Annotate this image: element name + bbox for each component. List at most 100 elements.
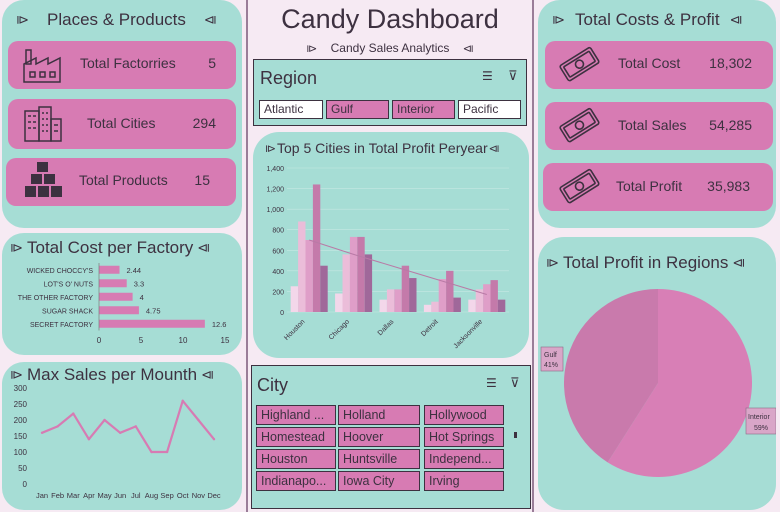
ribbon-left-icon: ⧏ <box>203 12 217 27</box>
sales-point <box>197 418 200 422</box>
gulf-label-name: Gulf <box>544 352 557 359</box>
city-bar <box>364 254 373 312</box>
sales-point <box>87 438 91 441</box>
city-item[interactable]: Hot Springs <box>424 427 504 447</box>
city-label: Jacksonville <box>453 318 485 350</box>
clear-filter-icon[interactable]: ⊽ <box>508 68 518 83</box>
clear-filter-icon[interactable]: ⊽ <box>510 375 520 390</box>
y-tick-label: 100 <box>14 448 28 457</box>
city-item[interactable]: Houston <box>256 449 336 469</box>
city-item[interactable]: Iowa City <box>338 471 420 491</box>
city-bar <box>401 265 410 312</box>
region-atlantic[interactable]: Atlantic <box>259 100 323 119</box>
factory-label: LOT'S O' NUTS <box>44 281 94 288</box>
region-gulf[interactable]: Gulf <box>326 100 389 119</box>
ribbon-right-icon: ⧐ <box>265 142 276 155</box>
city-item[interactable]: Independ... <box>424 449 504 469</box>
multi-select-icon[interactable]: ☰ <box>486 376 497 390</box>
trendline <box>309 239 487 295</box>
interior-label-box <box>745 407 776 435</box>
month-label: Aug <box>145 491 158 500</box>
city-item[interactable]: Holland <box>338 405 420 425</box>
costs-profit-title: ⧐ Total Costs & Profit ⧏ <box>552 10 743 29</box>
region-interior[interactable]: Interior <box>392 100 455 119</box>
city-bar <box>320 265 328 312</box>
city-item[interactable]: Indianapo... <box>256 471 336 491</box>
factory-value-label: 3.3 <box>134 279 144 288</box>
total-factories-card: Total Factorries 5 <box>8 41 236 89</box>
total-profit-card: Total Profit 35,983 <box>543 163 773 211</box>
total-products-value: 15 <box>194 172 210 188</box>
city-bar <box>453 297 461 312</box>
month-label: Jan <box>36 491 48 500</box>
month-label: Jul <box>131 491 141 500</box>
total-products-card: Total Products 15 <box>6 158 236 206</box>
city-bar <box>431 301 439 312</box>
city-bar <box>438 279 447 312</box>
ribbon-right-icon: ⧐ <box>546 255 559 270</box>
cost-per-factory-panel: ⧐ Total Cost per Factory ⧏ WICKED CHOCCY… <box>2 233 242 355</box>
region-pacific[interactable]: Pacific <box>458 100 521 119</box>
ribbon-left-icon: ⧏ <box>197 240 211 255</box>
month-label: Nov <box>192 491 206 500</box>
max-sales-title: ⧐ Max Sales per Mounth ⧏ <box>10 365 215 384</box>
sales-point <box>40 431 44 434</box>
city-item[interactable]: Hollywood <box>424 405 504 425</box>
ribbon-left-icon: ⧏ <box>462 43 474 55</box>
sales-point <box>56 425 59 428</box>
x-tick-label: 0 <box>97 336 102 345</box>
city-bar <box>446 270 454 312</box>
ribbon-left-icon: ⧏ <box>488 142 500 155</box>
city-item[interactable]: Highland ... <box>256 405 336 425</box>
ribbon-right-icon: ⧐ <box>10 367 23 382</box>
y-tick-label: 200 <box>272 289 284 296</box>
sales-point <box>181 399 184 402</box>
y-tick-label: 0 <box>23 480 28 489</box>
city-bar <box>379 299 387 312</box>
y-tick-label: 600 <box>272 248 284 255</box>
ribbon-left-icon: ⧏ <box>732 255 746 270</box>
city-bar <box>312 184 321 312</box>
profit-regions-panel: ⧐ Total Profit in Regions ⧏ Gulf 41% Inter… <box>538 237 776 510</box>
total-factories-label: Total Factorries <box>80 55 176 71</box>
region-slicer: Region ☰ ⊽ Atlantic Gulf Interior Pacifi… <box>253 59 527 126</box>
city-item[interactable]: Hoover <box>338 427 420 447</box>
top-cities-chart: 0 200 400 600 800 1,000 1,200 1,400 Houston Chica… <box>266 166 509 350</box>
city-item[interactable]: Irving <box>424 471 504 491</box>
cost-per-factory-title: ⧐ Total Cost per Factory ⧏ <box>10 238 211 257</box>
city-slicer-title: City <box>257 375 288 395</box>
pie-slice-gulf <box>564 289 658 463</box>
city-item[interactable]: Huntsville <box>338 449 420 469</box>
city-bar <box>305 240 313 312</box>
factory-bar <box>99 265 120 274</box>
city-scrollbar[interactable] <box>514 432 517 438</box>
city-bar <box>342 254 350 312</box>
cost-per-factory-chart: WICKED CHOCCY'S 2.44 LOT'S O' NUTS 3.3 THE O… <box>18 263 230 345</box>
city-bar <box>483 284 491 312</box>
money-icon <box>559 46 600 82</box>
sales-point <box>212 438 216 441</box>
total-cost-card: Total Cost 18,302 <box>545 41 773 89</box>
total-cities-label: Total Cities <box>87 115 156 131</box>
sales-point <box>103 418 106 422</box>
factory-bar <box>99 319 205 328</box>
city-bar <box>409 278 417 312</box>
total-profit-label: Total Profit <box>616 178 683 194</box>
y-tick-label: 200 <box>14 416 28 425</box>
x-tick-label: 10 <box>179 336 188 345</box>
multi-select-icon[interactable]: ☰ <box>482 69 493 83</box>
city-bar <box>394 289 402 312</box>
total-cities-card: Total Cities 294 <box>8 99 236 149</box>
factory-value-label: 12.6 <box>212 320 227 329</box>
dashboard-title: Candy Dashboard <box>281 4 499 34</box>
y-tick-label: 50 <box>18 464 27 473</box>
costs-profit-panel: ⧐ Total Costs & Profit ⧏ Total Cost 18,3… <box>538 0 776 228</box>
month-label: Jun <box>114 491 126 500</box>
boxes-icon <box>25 162 62 197</box>
buildings-icon <box>24 106 62 142</box>
city-label: Detroit <box>420 318 440 338</box>
sales-point <box>72 412 75 415</box>
city-bar <box>298 221 306 312</box>
month-label: Dec <box>207 491 221 500</box>
city-item[interactable]: Homestead <box>256 427 336 447</box>
